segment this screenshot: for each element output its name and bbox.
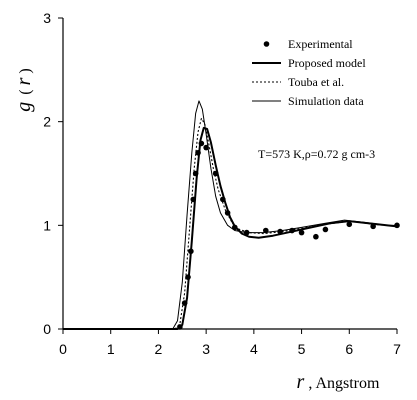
series-layer (63, 100, 400, 330)
series-line-proposed-model (63, 126, 398, 330)
y-axis-title-g: g (13, 102, 35, 112)
x-tick-label: 7 (393, 341, 401, 357)
legend-item-experimental: Experimental (263, 37, 353, 51)
condition-annotation: T=573 K,ρ=0.72 g cm-3 (258, 147, 375, 161)
series-line-simulation-data (63, 100, 397, 330)
x-tick-label: 3 (202, 341, 210, 357)
data-point (298, 229, 305, 236)
legend: Experimental Proposed model Touba et al. Si… (252, 37, 366, 108)
legend-item-touba-et-al: Touba et al. (252, 75, 344, 89)
legend-label: Experimental (288, 37, 353, 51)
y-tick-label: 2 (43, 114, 51, 130)
y-axis-ticks: 0 1 2 3 (43, 10, 63, 337)
x-tick-label: 4 (250, 341, 258, 357)
data-point (346, 221, 353, 228)
x-axis-title-symbol: r (297, 371, 305, 393)
data-point (322, 226, 329, 233)
y-tick-label: 0 (43, 321, 51, 337)
x-axis-title-unit: , Angstrom (308, 375, 380, 392)
y-tick-label: 1 (43, 217, 51, 233)
series-experimental (177, 140, 400, 330)
x-tick-label: 6 (345, 341, 353, 357)
legend-swatch (263, 41, 270, 47)
x-tick-label: 1 (107, 341, 115, 357)
series-line-touba-et-al (63, 118, 398, 330)
x-tick-label: 0 (59, 341, 67, 357)
x-tick-label: 5 (298, 341, 306, 357)
legend-item-proposed-model: Proposed model (252, 56, 366, 70)
x-axis-ticks: 0 1 2 3 4 5 6 7 (59, 329, 401, 357)
legend-item-simulation-data: Simulation data (252, 94, 364, 108)
legend-label: Proposed model (288, 56, 366, 70)
y-axis-title: g ( r ) (13, 68, 35, 111)
x-tick-label: 2 (155, 341, 163, 357)
x-axis-title: r , Angstrom (297, 371, 380, 393)
legend-label: Touba et al. (288, 75, 344, 89)
y-axis-title-open-paren: ( (17, 89, 34, 94)
y-tick-label: 3 (43, 10, 51, 26)
y-axis-title-close-paren: ) (17, 68, 34, 73)
legend-label: Simulation data (288, 94, 364, 108)
y-axis-title-r: r (13, 77, 35, 85)
data-point (313, 233, 319, 240)
